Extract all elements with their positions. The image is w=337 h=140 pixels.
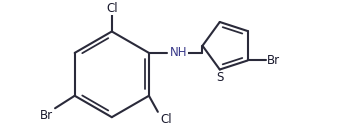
- Text: S: S: [216, 71, 223, 84]
- Text: Br: Br: [40, 109, 53, 122]
- Text: Cl: Cl: [106, 2, 118, 15]
- Text: NH: NH: [170, 46, 187, 59]
- Text: Br: Br: [267, 54, 280, 67]
- Text: Cl: Cl: [160, 113, 172, 126]
